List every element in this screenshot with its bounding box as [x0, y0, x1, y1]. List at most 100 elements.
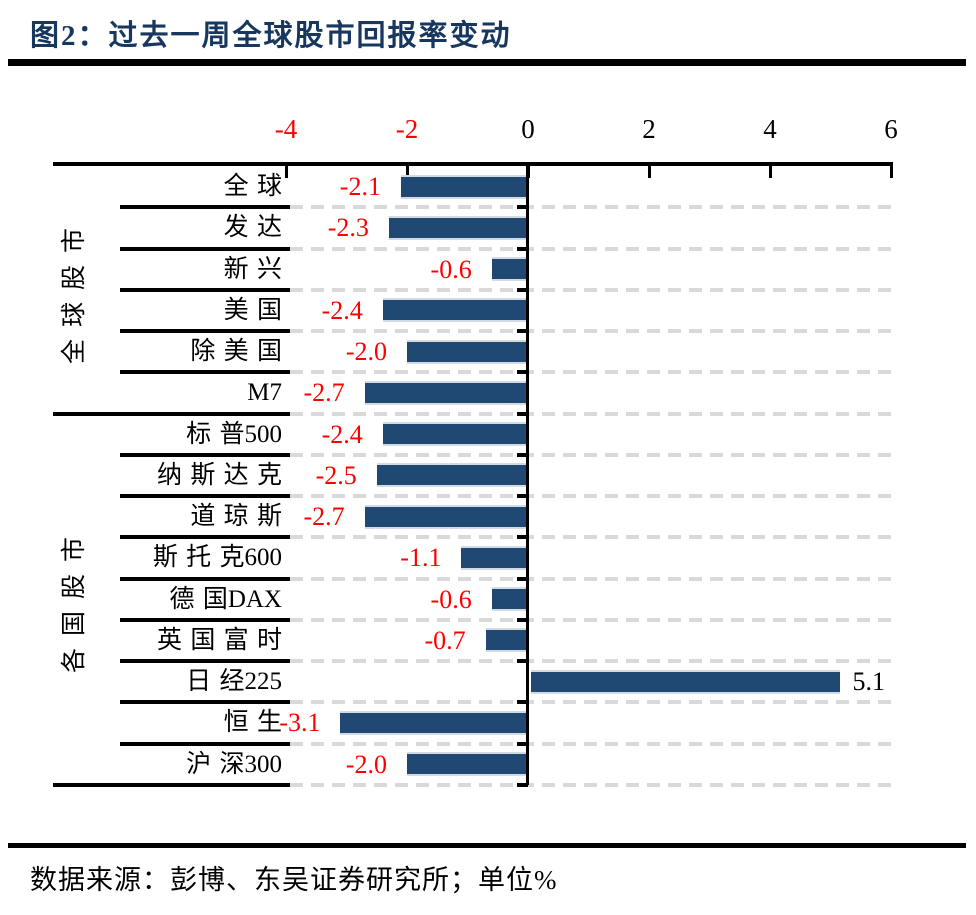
row-separator: [120, 659, 290, 663]
category-label: 斯 托 克600: [152, 544, 282, 572]
category-label: 发 达: [223, 214, 282, 242]
gridline: [290, 782, 891, 787]
zero-axis-tick: [517, 659, 528, 663]
zero-axis-tick: [517, 700, 528, 705]
gridline: [290, 700, 891, 705]
row-separator: [120, 452, 290, 457]
zero-axis-tick: [517, 287, 528, 292]
gridline: [290, 494, 891, 498]
x-tick-label: 4: [763, 114, 777, 144]
group-label: 各国股市: [61, 525, 88, 674]
category-label: 新 兴: [223, 255, 282, 283]
category-label: 纳 斯 达 克: [156, 461, 282, 489]
bar: [388, 217, 528, 238]
value-label: -2.3: [327, 213, 369, 243]
x-tick-label: 6: [884, 114, 898, 144]
group-label: 全球股市: [61, 215, 88, 364]
value-label: -0.6: [430, 584, 472, 614]
zero-axis-tick: [517, 370, 528, 375]
bar: [491, 589, 528, 610]
value-label: -2.7: [303, 378, 345, 408]
gridline: [290, 452, 891, 457]
figure-title: 图2：过去一周全球股市回报率变动: [30, 20, 512, 52]
gridline: [290, 659, 891, 663]
value-label: 5.1: [852, 667, 886, 696]
bar: [364, 506, 528, 527]
bar: [382, 300, 528, 321]
value-label: -2.1: [339, 172, 381, 201]
zero-axis-tick: [517, 576, 528, 581]
gridline: [290, 246, 891, 251]
bar: [340, 712, 528, 733]
bar: [407, 754, 528, 775]
bar: [461, 547, 528, 568]
bar: [382, 424, 528, 445]
x-tickmark: [768, 166, 772, 178]
x-axis-line: [53, 162, 893, 166]
bar: [364, 382, 528, 403]
value-label: -3.1: [279, 708, 321, 738]
zero-axis-tick: [517, 535, 528, 540]
zero-axis-tick: [517, 452, 528, 457]
category-label: 英 国 富 时: [156, 626, 282, 654]
gridline: [290, 411, 891, 416]
gridline: [290, 576, 891, 581]
bar: [491, 259, 528, 280]
footer-rule: [8, 843, 966, 848]
value-label: -2.4: [321, 419, 363, 449]
category-label: 全 球: [223, 173, 282, 200]
zero-axis-tick: [517, 329, 528, 333]
category-label: 标 普500: [186, 420, 282, 448]
zero-axis-tick: [517, 411, 528, 416]
x-tick-label: 2: [642, 114, 656, 144]
bar: [485, 630, 528, 651]
row-separator: [53, 411, 290, 416]
bar: [531, 671, 840, 692]
zero-axis-tick: [517, 205, 528, 210]
zero-axis-tick: [517, 246, 528, 251]
row-separator: [120, 617, 290, 622]
zero-axis-tick: [517, 494, 528, 498]
gridline: [290, 617, 891, 622]
row-separator: [120, 287, 290, 292]
row-separator: [120, 535, 290, 540]
bar: [376, 465, 528, 486]
x-tickmark: [647, 166, 651, 178]
row-separator: [120, 370, 290, 375]
category-label: 恒 生: [223, 709, 282, 737]
source-note: 数据来源：彭博、东吴证券研究所；单位%: [30, 865, 558, 895]
row-separator: [120, 329, 290, 333]
gridline: [290, 287, 891, 292]
x-tickmark: [405, 166, 409, 178]
row-separator: [120, 246, 290, 251]
x-tick-label: -4: [274, 114, 298, 144]
gridline: [290, 329, 891, 333]
x-tick-label: 0: [521, 114, 535, 144]
gridline: [290, 741, 891, 746]
value-label: -0.6: [430, 254, 472, 284]
bar: [407, 341, 528, 362]
category-label: 除 美 国: [190, 338, 282, 365]
row-separator: [120, 700, 290, 705]
category-label: M7: [247, 379, 282, 407]
category-label: 沪 深300: [186, 750, 282, 778]
row-separator: [53, 782, 290, 787]
category-label: 日 经225: [186, 668, 282, 695]
zero-line: [526, 162, 529, 785]
title-rule: [8, 59, 966, 66]
value-label: -0.7: [424, 625, 466, 655]
category-label: 德 国DAX: [169, 585, 282, 613]
row-separator: [120, 741, 290, 746]
category-label: 美 国: [223, 296, 282, 324]
gridline: [290, 535, 891, 540]
x-tick-label: -2: [395, 114, 419, 144]
gridline: [290, 205, 891, 210]
category-label: 道 琼 斯: [190, 503, 282, 530]
value-label: -1.1: [400, 543, 442, 573]
value-label: -2.7: [303, 502, 345, 531]
value-label: -2.5: [315, 460, 357, 490]
zero-axis-tick: [517, 617, 528, 622]
zero-axis-tick: [517, 741, 528, 746]
